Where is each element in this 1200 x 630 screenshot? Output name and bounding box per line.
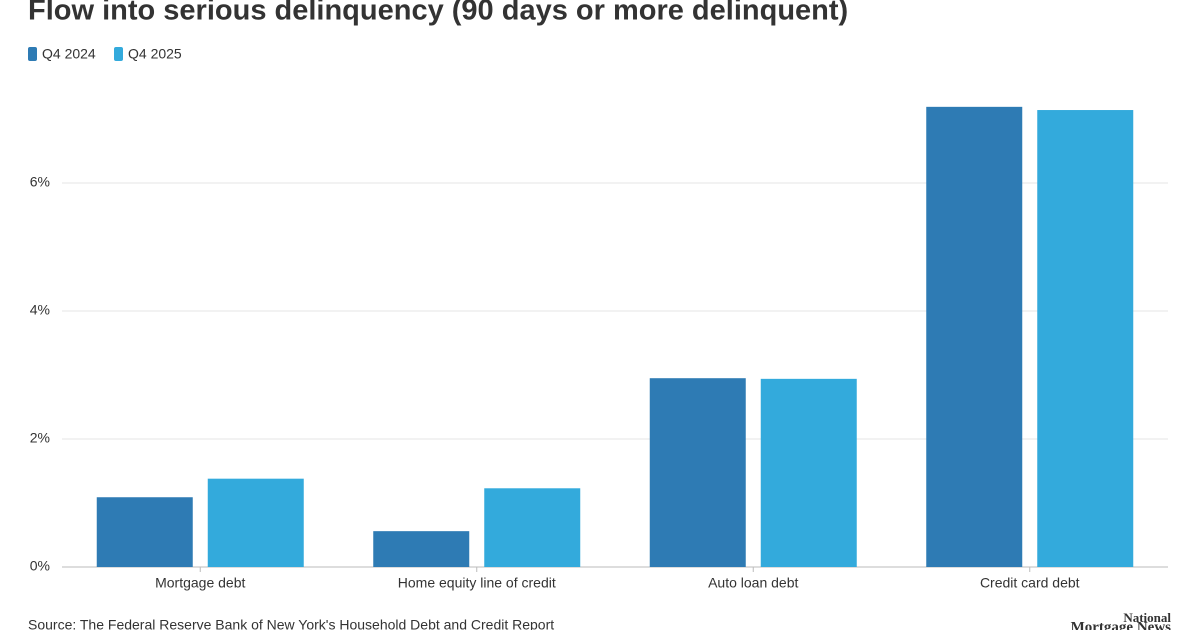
legend-swatch: [28, 47, 37, 61]
source: Source: The Federal Reserve Bank of New …: [28, 617, 554, 630]
chart-title: Flow into serious delinquency (90 days o…: [28, 0, 848, 27]
bar: [484, 488, 581, 567]
bar: [373, 531, 470, 567]
x-tick-label: Home equity line of credit: [398, 575, 556, 591]
y-tick-label: 0%: [30, 558, 50, 574]
legend-label: Q4 2024: [42, 46, 96, 62]
logo: National: [1123, 610, 1171, 625]
y-tick-label: 2%: [30, 430, 50, 446]
bar: [96, 497, 193, 567]
logo: Mortgage News: [1071, 619, 1172, 630]
x-tick-label: Auto loan debt: [708, 575, 798, 591]
legend-label: Q4 2025: [128, 46, 182, 62]
bar: [926, 106, 1023, 567]
bar: [760, 378, 857, 567]
x-tick-label: Credit card debt: [980, 575, 1080, 591]
bar: [649, 378, 746, 567]
y-tick-label: 4%: [30, 302, 50, 318]
legend-swatch: [114, 47, 123, 61]
bar: [1037, 110, 1134, 567]
x-tick-label: Mortgage debt: [155, 575, 245, 591]
bar: [207, 478, 304, 567]
y-tick-label: 6%: [30, 174, 50, 190]
